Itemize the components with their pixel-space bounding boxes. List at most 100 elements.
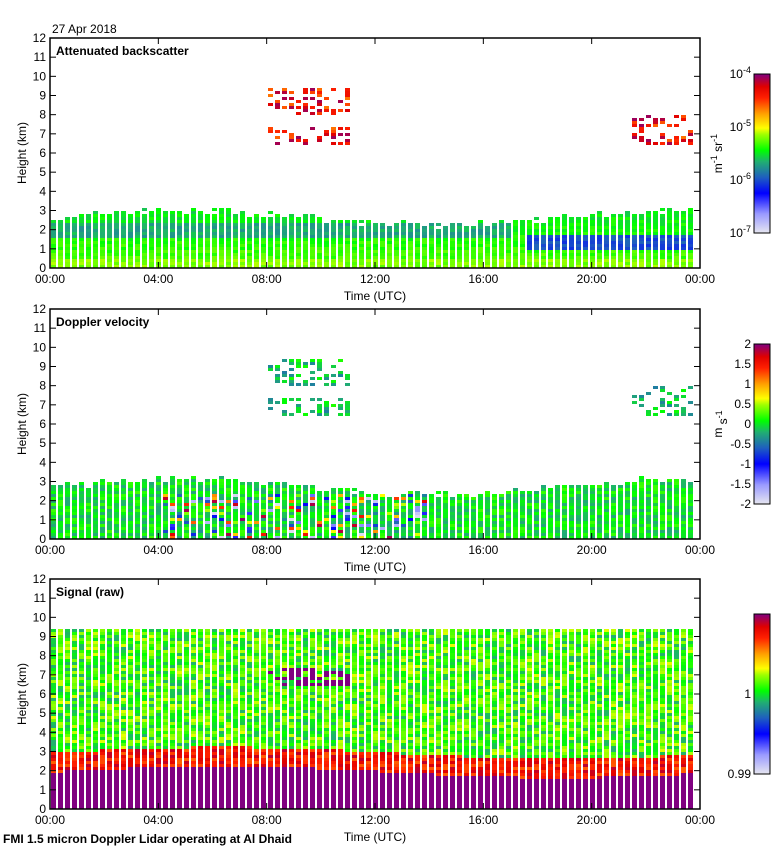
heatmap-cell <box>436 244 441 247</box>
heatmap-cell <box>198 211 203 214</box>
heatmap-cell <box>457 512 462 515</box>
heatmap-cell <box>247 482 252 485</box>
heatmap-cell <box>184 629 189 632</box>
heatmap-cell <box>86 767 91 770</box>
heatmap-cell <box>317 524 322 527</box>
heatmap-cell <box>639 250 644 253</box>
heatmap-cell <box>233 482 238 485</box>
heatmap-cell <box>464 512 469 515</box>
heatmap-cell <box>506 250 511 253</box>
heatmap-cell <box>541 518 546 521</box>
heatmap-cell <box>93 800 98 803</box>
heatmap-cell <box>142 479 147 482</box>
heatmap-cell <box>303 253 308 256</box>
heatmap-cell <box>163 659 168 662</box>
heatmap-cell <box>338 142 343 145</box>
heatmap-cell <box>205 710 210 713</box>
heatmap-cell <box>331 238 336 241</box>
heatmap-cell <box>114 521 119 524</box>
heatmap-cell <box>324 401 329 404</box>
heatmap-cell <box>79 779 84 782</box>
heatmap-cell <box>464 536 469 539</box>
heatmap-cell <box>688 241 693 244</box>
heatmap-cell <box>121 734 126 737</box>
heatmap-cell <box>142 695 147 698</box>
heatmap-cell <box>79 722 84 725</box>
heatmap-cell <box>345 262 350 265</box>
heatmap-cell <box>149 695 154 698</box>
heatmap-cell <box>653 506 658 509</box>
heatmap-cell <box>212 491 217 494</box>
heatmap-cell <box>121 665 126 668</box>
heatmap-cell <box>653 503 658 506</box>
heatmap-cell <box>352 494 357 497</box>
heatmap-cell <box>205 641 210 644</box>
heatmap-cell <box>653 524 658 527</box>
heatmap-cell <box>674 479 679 482</box>
heatmap-cell <box>184 728 189 731</box>
heatmap-cell <box>282 217 287 220</box>
heatmap-cell <box>128 749 133 752</box>
heatmap-cell <box>387 512 392 515</box>
heatmap-cell <box>135 238 140 241</box>
heatmap-cell <box>65 734 70 737</box>
heatmap-cell <box>107 725 112 728</box>
heatmap-cell <box>212 238 217 241</box>
heatmap-cell <box>534 506 539 509</box>
heatmap-cell <box>156 728 161 731</box>
heatmap-cell <box>114 247 119 250</box>
heatmap-cell <box>674 482 679 485</box>
heatmap-cell <box>345 506 350 509</box>
heatmap-cell <box>100 725 105 728</box>
heatmap-cell <box>674 259 679 262</box>
heatmap-cell <box>681 265 686 268</box>
heatmap-cell <box>555 485 560 488</box>
heatmap-cell <box>149 731 154 734</box>
heatmap-cell <box>366 220 371 223</box>
heatmap-cell <box>100 668 105 671</box>
heatmap-cell <box>65 800 70 803</box>
heatmap-cell <box>65 719 70 722</box>
heatmap-cell <box>212 229 217 232</box>
heatmap-cell <box>72 701 77 704</box>
heatmap-cell <box>205 650 210 653</box>
heatmap-cell <box>135 629 140 632</box>
heatmap-cell <box>93 710 98 713</box>
heatmap-cell <box>282 250 287 253</box>
heatmap-cell <box>65 506 70 509</box>
heatmap-cell <box>653 407 658 410</box>
heatmap-cell <box>478 262 483 265</box>
heatmap-cell <box>660 497 665 500</box>
heatmap-cell <box>289 398 294 401</box>
heatmap-cell <box>135 527 140 530</box>
heatmap-cell <box>457 524 462 527</box>
heatmap-cell <box>219 211 224 214</box>
heatmap-cell <box>569 250 574 253</box>
heatmap-cell <box>296 139 301 142</box>
heatmap-cell <box>499 494 504 497</box>
y-tick-label: 6 <box>39 146 46 160</box>
heatmap-cell <box>142 509 147 512</box>
heatmap-cell <box>555 494 560 497</box>
heatmap-cell <box>247 226 252 229</box>
heatmap-cell <box>170 220 175 223</box>
heatmap-cell <box>65 662 70 665</box>
heatmap-cell <box>331 136 336 139</box>
heatmap-cell <box>156 698 161 701</box>
heatmap-cell <box>149 497 154 500</box>
heatmap-cell <box>177 485 182 488</box>
heatmap-cell <box>310 91 315 94</box>
heatmap-cell <box>93 509 98 512</box>
heatmap-cell <box>198 797 203 800</box>
heatmap-cell <box>107 752 112 755</box>
y-tick-label: 1 <box>39 513 46 527</box>
heatmap-cell <box>527 256 532 259</box>
heatmap-cell <box>93 527 98 530</box>
heatmap-cell <box>324 512 329 515</box>
heatmap-cell <box>681 118 686 121</box>
heatmap-cell <box>170 686 175 689</box>
heatmap-cell <box>114 701 119 704</box>
heatmap-cell <box>653 265 658 268</box>
heatmap-cell <box>310 223 315 226</box>
heatmap-cell <box>527 512 532 515</box>
